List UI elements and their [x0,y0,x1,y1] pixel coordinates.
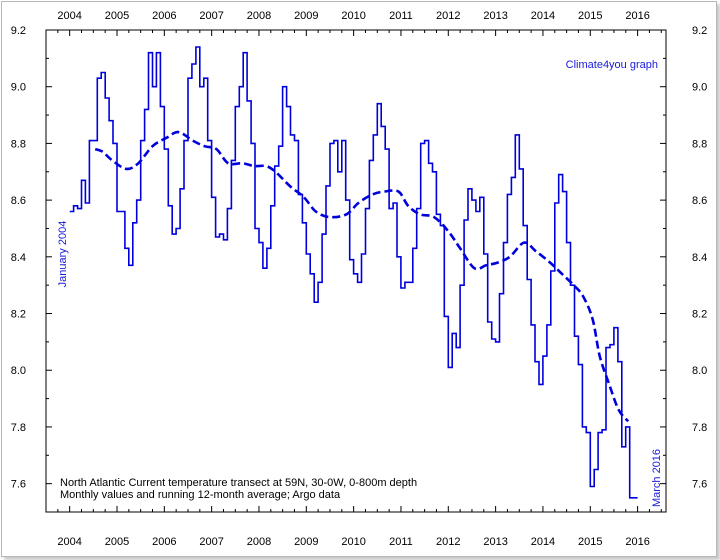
y-tick-label-right: 9.0 [692,82,707,94]
y-tick-label-left: 9.2 [11,25,26,37]
x-tick-label-top: 2009 [294,10,318,22]
x-tick-label-top: 2012 [436,10,460,22]
left-value-labels: 7.6 7.8 8.0 8.2 8.4 8.6 8.8 9.0 9.2 [11,25,26,491]
y-tick-label-left: 9.0 [11,82,26,94]
y-tick-label-right: 7.6 [692,479,707,491]
y-tick-label-right: 7.8 [692,422,707,434]
x-tick-label-top: 2006 [152,10,176,22]
x-tick-label-bottom: 2016 [625,536,649,548]
x-tick-label-bottom: 2011 [389,536,413,548]
y-tick-label-right: 8.8 [692,138,707,150]
x-tick-label-top: 2016 [625,10,649,22]
y-tick-label-left: 7.8 [11,422,26,434]
x-tick-label-top: 2008 [247,10,271,22]
running-average-line [94,130,630,423]
x-tick-label-bottom: 2007 [199,536,223,548]
x-tick-label-bottom: 2004 [57,536,81,548]
x-tick-label-top: 2015 [578,10,602,22]
y-tick-label-left: 7.6 [11,479,26,491]
x-tick-label-top: 2011 [389,10,413,22]
x-tick-label-top: 2010 [341,10,365,22]
right-value-labels: 7.6 7.8 8.0 8.2 8.4 8.6 8.8 9.0 9.2 [692,25,707,491]
y-tick-label-right: 8.0 [692,365,707,377]
plot-area [45,29,667,513]
x-tick-label-bottom: 2005 [105,536,129,548]
x-tick-label-bottom: 2012 [436,536,460,548]
y-tick-label-left: 8.4 [11,252,26,264]
y-tick-label-right: 8.2 [692,309,707,321]
bottom-year-labels: 2004 2005 2006 2007 2008 2009 2010 2011 2012 2013… [57,536,649,548]
top-year-labels: 2004 2005 2006 2007 2008 2009 2010 2011 2012 2013… [57,10,649,22]
caption-line-1: North Atlantic Current temperature trans… [60,477,417,489]
x-tick-label-top: 2005 [105,10,129,22]
y-tick-label-left: 8.6 [11,195,26,207]
y-tick-label-left: 8.0 [11,365,26,377]
x-tick-label-bottom: 2013 [483,536,507,548]
end-date-label: March 2016 [651,449,663,507]
y-tick-label-right: 8.4 [692,252,707,264]
monthly-values-line [69,46,638,499]
caption-line-2: Monthly values and running 12-month aver… [60,489,341,501]
x-tick-label-bottom: 2014 [531,536,555,548]
x-tick-label-top: 2014 [531,10,555,22]
x-tick-label-bottom: 2006 [152,536,176,548]
x-tick-label-top: 2004 [57,10,81,22]
start-date-label: January 2004 [57,221,69,288]
y-tick-label-left: 8.2 [11,309,26,321]
x-tick-label-bottom: 2015 [578,536,602,548]
brand-label: Climate4you graph [566,59,658,71]
x-tick-label-bottom: 2008 [247,536,271,548]
series-group [69,46,638,499]
x-tick-label-top: 2013 [483,10,507,22]
y-tick-label-right: 9.2 [692,25,707,37]
y-tick-label-left: 8.8 [11,138,26,150]
x-tick-label-bottom: 2009 [294,536,318,548]
x-tick-label-bottom: 2010 [341,536,365,548]
x-tick-label-top: 2007 [199,10,223,22]
axis-ticks [46,29,666,512]
y-tick-label-right: 8.6 [692,195,707,207]
